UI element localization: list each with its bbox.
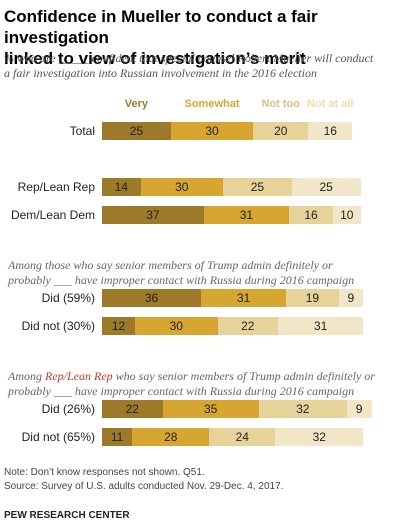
row-label: Did not (65%) (21, 430, 95, 444)
section-note-rep-contact-line-2: probably ___ have improper contact with … (8, 384, 355, 398)
section-note-suffix: who say senior members of Trump admin de… (112, 369, 375, 383)
bar-segment-somewhat: 35 (162, 400, 259, 418)
bar-value-label: 25 (319, 180, 333, 194)
bar-segment-very: 37 (102, 206, 204, 224)
bar-segment-not-at-all: 9 (338, 289, 364, 307)
bar-value-label: 24 (235, 430, 249, 444)
bar-value-label: 22 (241, 319, 255, 333)
section-note-prefix: Among (8, 369, 45, 383)
bar-value-label: 9 (355, 402, 363, 416)
bar-segment-not-at-all: 32 (275, 428, 364, 446)
bar-segment-very: 36 (102, 289, 201, 307)
chart-subtitle-line-2: a fair investigation into Russian involv… (4, 66, 317, 80)
bar-value-label: 19 (305, 291, 320, 305)
bar-value-label: 31 (236, 291, 251, 305)
bar-value-label: 28 (164, 430, 178, 444)
bar-segment-very: 22 (102, 400, 163, 418)
row-label: Did (59%) (41, 291, 95, 305)
bar-value-label: 25 (250, 180, 265, 194)
bar-value-label: 9 (347, 291, 355, 305)
footer-source: Source: Survey of U.S. adults conducted … (4, 481, 284, 492)
bar-value-label: 37 (146, 208, 160, 222)
bar-value-label: 30 (175, 180, 189, 194)
bar-value-label: 11 (110, 430, 124, 444)
legend-item-very: Very (124, 98, 148, 110)
bar-value-label: 35 (203, 402, 218, 416)
legend-item-not-too: Not too (261, 98, 300, 110)
bar-value-label: 30 (169, 319, 183, 333)
bar-segment-not-too: 22 (217, 317, 278, 335)
bar-value-label: 20 (274, 124, 288, 138)
bar-value-label: 16 (304, 208, 318, 222)
bar-value-label: 30 (205, 124, 219, 138)
bar-segment-somewhat: 28 (132, 428, 210, 446)
bar-value-label: 32 (296, 402, 310, 416)
bar-segment-very: 14 (102, 178, 141, 196)
bar-segment-not-at-all: 25 (291, 178, 361, 196)
legend-item-not-at-all: Not at all (307, 98, 354, 110)
bar-segment-not-too: 20 (253, 122, 309, 140)
row-label: Dem/Lean Dem (10, 208, 95, 222)
section-note-contact: Among those who say senior members of Tr… (8, 258, 410, 288)
row-label: Did (26%) (41, 402, 95, 416)
row-label: Rep/Lean Rep (17, 180, 95, 194)
bar-value-label: 25 (129, 124, 144, 138)
legend-item-somewhat: Somewhat (184, 98, 240, 110)
bar-segment-somewhat: 31 (203, 206, 289, 224)
footer-note: Note: Don’t know responses not shown. Q5… (4, 467, 205, 478)
row-label: Did not (30%) (21, 319, 95, 333)
chart-subtitle: % who are _____ confident that special c… (4, 51, 409, 81)
bar-segment-not-too: 32 (258, 400, 347, 418)
bar-segment-somewhat: 31 (201, 289, 287, 307)
bar-value-label: 16 (323, 124, 337, 138)
chart-title-line-1: Confidence in Mueller to conduct a fair … (4, 7, 318, 47)
bar-value-label: 31 (313, 319, 328, 333)
chart-title: Confidence in Mueller to conduct a fair … (4, 6, 409, 69)
bar-segment-not-too: 19 (286, 289, 339, 307)
bar-segment-not-at-all: 10 (333, 206, 361, 224)
bar-segment-not-too: 24 (209, 428, 276, 446)
bar-value-label: 22 (125, 402, 139, 416)
row-label: Total (69, 124, 95, 138)
section-note-contact-line-2: probably ___ have improper contact with … (8, 273, 355, 287)
bar-segment-not-too: 25 (223, 178, 292, 196)
bar-segment-not-at-all: 31 (278, 317, 364, 335)
bar-segment-somewhat: 30 (135, 317, 218, 335)
bar-value-label: 12 (111, 319, 126, 333)
bar-value-label: 36 (144, 291, 159, 305)
bar-segment-not-at-all: 16 (308, 122, 353, 140)
section-note-contact-line-1: Among those who say senior members of Tr… (8, 258, 333, 272)
bar-value-label: 14 (114, 180, 128, 194)
section-note-rep-contact-line-1: Among Rep/Lean Rep who say senior member… (8, 369, 410, 384)
bar-value-label: 31 (239, 208, 254, 222)
chart-title-line-2: linked to view of investigation’s merit (4, 49, 306, 68)
bar-segment-very: 12 (102, 317, 135, 335)
bar-segment-very: 11 (102, 428, 133, 446)
section-note-rep-contact: Among Rep/Lean Rep who say senior member… (8, 369, 410, 399)
footer-org: PEW RESEARCH CENTER (4, 510, 130, 521)
bar-value-label: 32 (312, 430, 326, 444)
bar-segment-not-at-all: 9 (346, 400, 372, 418)
bar-value-label: 10 (340, 208, 354, 222)
section-note-highlight: Rep/Lean Rep (45, 369, 113, 383)
bar-segment-somewhat: 30 (170, 122, 254, 140)
bar-segment-very: 25 (102, 122, 171, 140)
bar-segment-not-too: 16 (289, 206, 333, 224)
chart-subtitle-line-1: % who are _____ confident that special c… (4, 51, 374, 65)
bar-segment-somewhat: 30 (140, 178, 223, 196)
